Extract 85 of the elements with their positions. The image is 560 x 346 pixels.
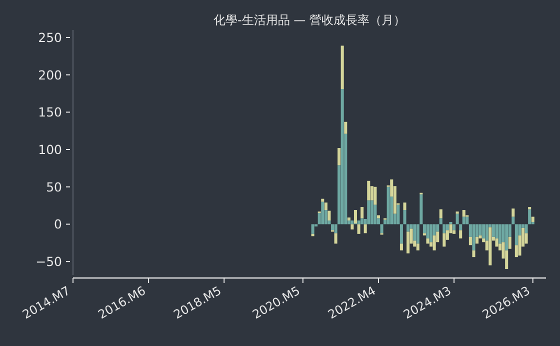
bar [357,224,360,234]
bar [403,202,406,210]
bar [436,224,440,232]
bar [321,202,324,224]
bar [324,202,328,210]
chart-title: 化學-生活用品 — 營收成長率（月） [214,13,406,27]
y-tick-label: 150 [38,104,62,120]
bar [380,224,384,234]
bar [334,224,338,234]
bar [406,224,410,232]
bar [367,200,370,224]
y-tick-label: 250 [38,30,62,45]
bar [347,217,350,220]
bar [439,218,442,224]
bar [466,216,469,224]
bar [512,208,515,217]
bar [508,236,512,249]
bar [367,180,370,200]
bar [370,200,374,224]
bar [364,224,367,234]
bar [524,224,528,234]
bar [439,209,442,218]
bar [328,210,331,220]
bar [374,186,377,205]
bar [413,224,416,241]
bar [456,214,459,224]
bar [374,204,377,224]
bar [360,207,364,218]
bar [476,236,479,244]
bar [357,220,360,224]
bar [446,224,449,230]
bar [514,224,518,246]
y-tick-label: −50 [36,254,62,270]
bar [416,244,420,250]
bar [442,233,446,247]
y-tick-label: 200 [38,67,62,82]
bar [482,224,486,238]
bar [472,224,476,250]
bar [400,224,403,244]
bar [416,224,420,244]
bar [528,209,532,224]
bar [459,230,462,238]
y-tick-label: 100 [38,142,62,158]
bar [495,238,498,247]
bar [512,216,515,224]
bar [334,233,338,244]
bar [488,227,492,266]
bar [442,224,446,234]
bar [344,122,348,134]
bar [452,224,456,230]
bar [396,204,400,224]
bar [462,216,466,224]
bar [468,236,472,246]
bar [386,186,390,224]
bar [350,224,354,230]
bar [350,220,354,224]
bar [403,210,406,224]
bar [354,210,357,224]
bar [340,89,344,224]
bar [376,215,380,218]
bar [420,194,423,224]
bar [426,224,430,238]
y-tick-label: 0 [54,216,62,232]
bar [459,224,462,230]
bar [321,198,324,202]
bar [498,224,502,244]
bar [330,224,334,230]
bar [449,222,452,224]
bar [531,216,534,222]
bar [462,210,466,217]
bar [432,235,436,250]
bar [360,218,364,224]
bar [426,238,430,244]
bar [472,250,476,258]
bar [400,244,403,250]
y-tick-label: 50 [46,179,62,194]
bar [478,224,482,236]
bar [340,46,344,90]
bar [311,224,314,234]
bar [338,148,341,166]
bar [430,224,433,242]
bar [505,224,508,250]
bar [406,232,410,254]
bar [492,224,495,237]
bar [485,224,488,241]
